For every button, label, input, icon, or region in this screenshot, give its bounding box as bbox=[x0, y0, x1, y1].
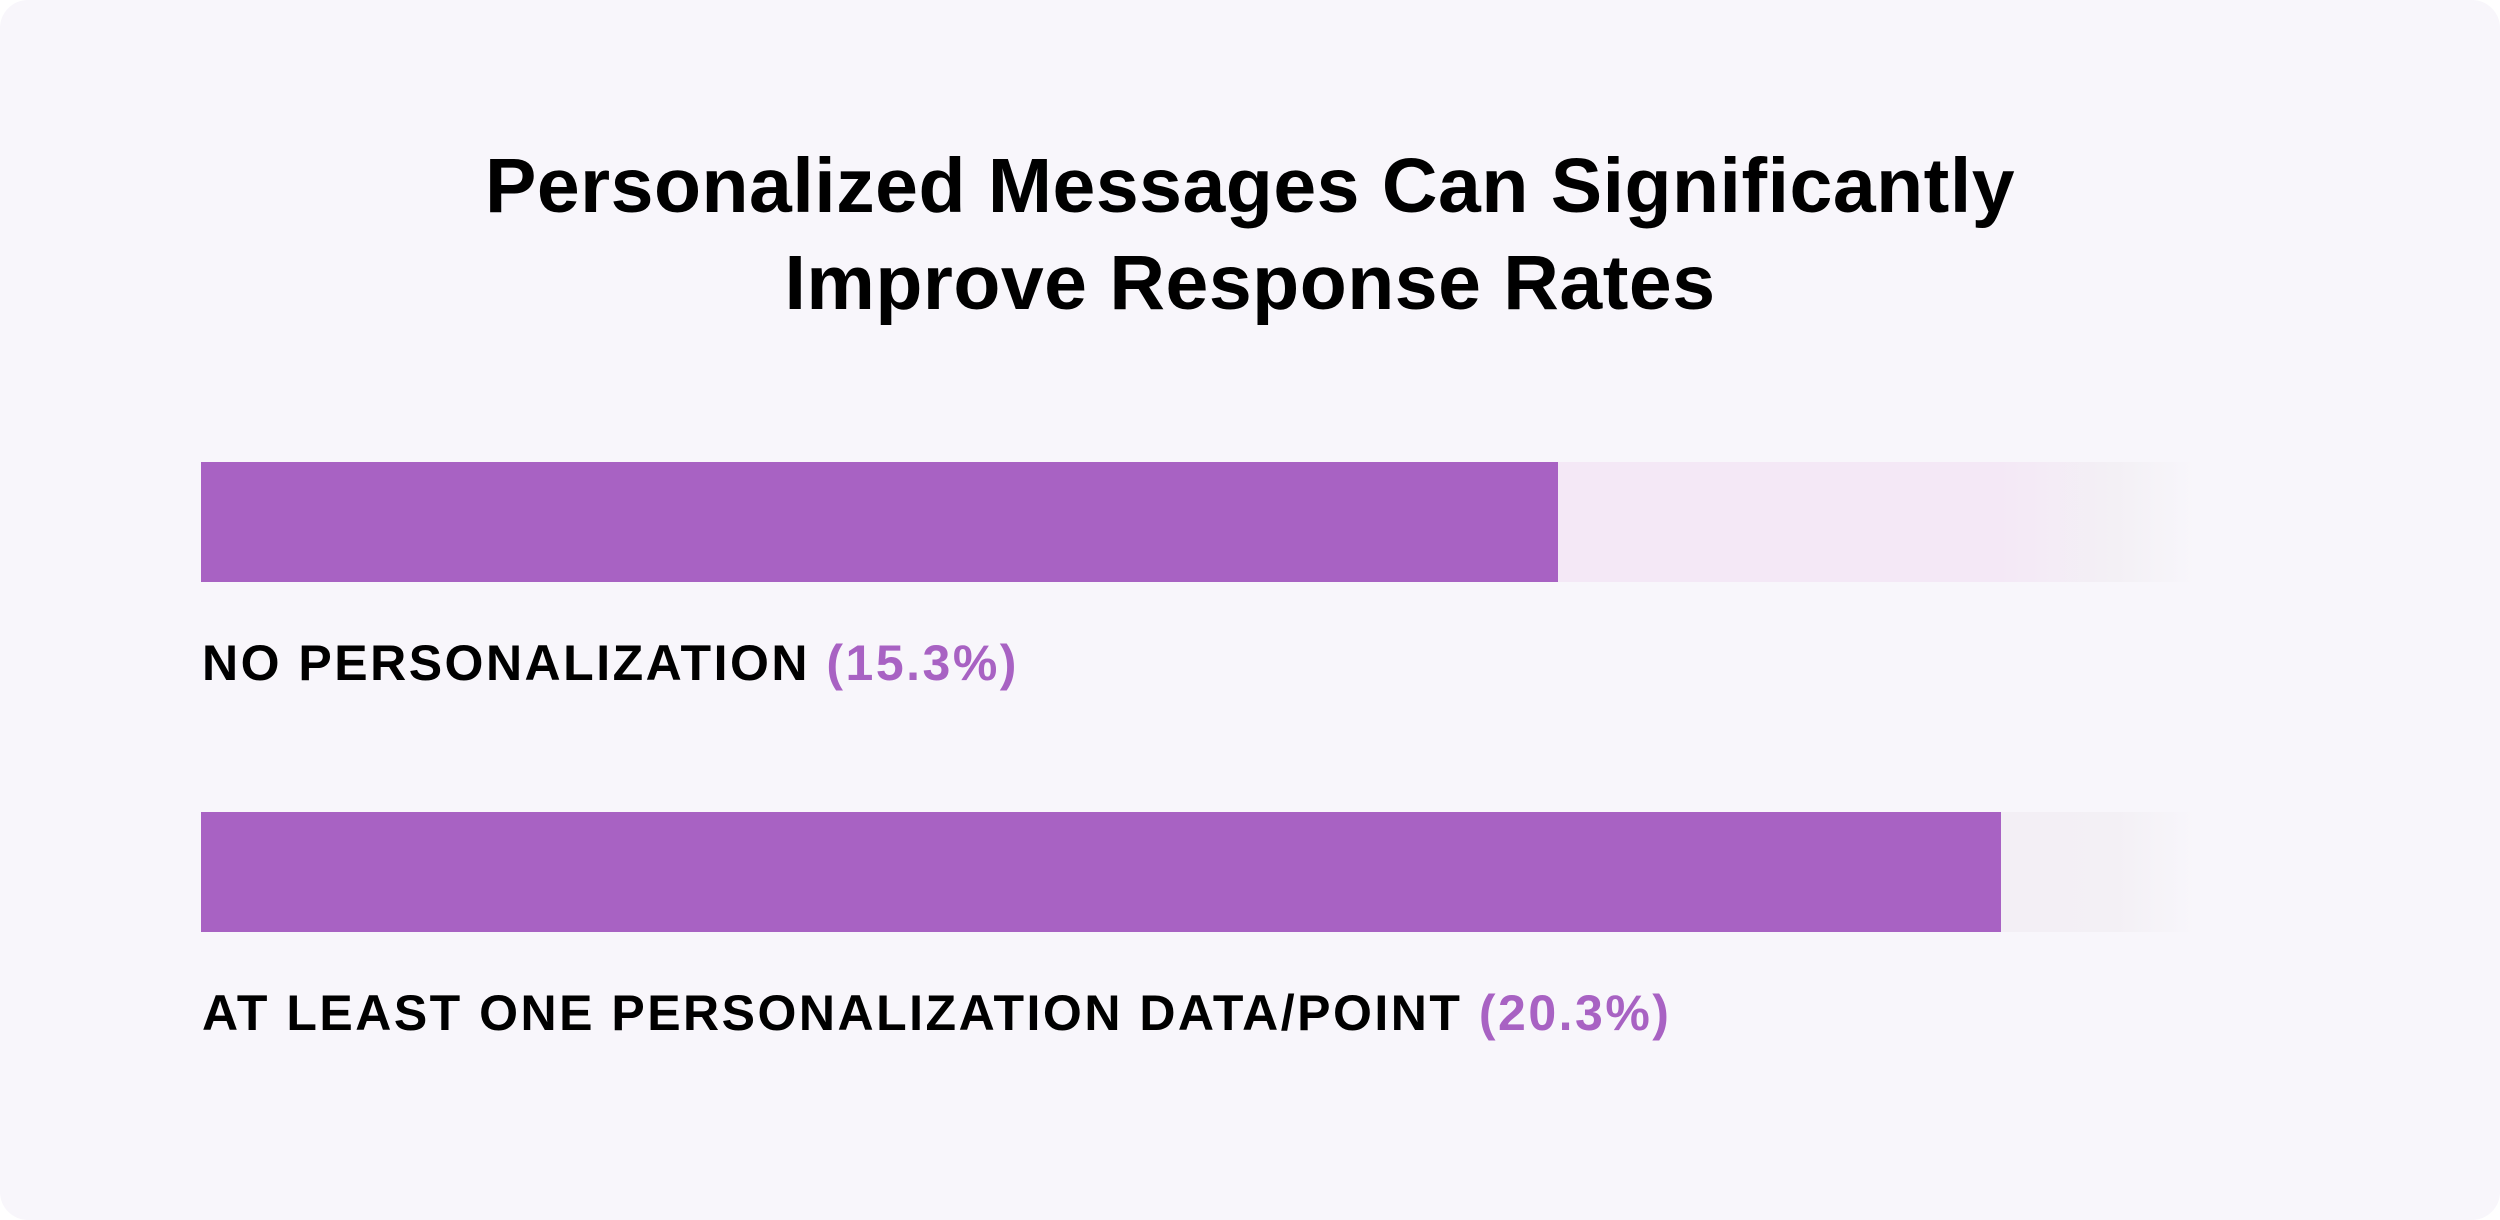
category-label: NO PERSONALIZATION bbox=[202, 635, 810, 691]
bar-track-no-personalization bbox=[201, 462, 2196, 582]
category-label: AT LEAST ONE PERSONALIZATION DATA/POINT bbox=[202, 985, 1463, 1041]
chart-title-line-1: Personalized Messages Can Significantly bbox=[484, 143, 2016, 229]
bar-label-personalized: AT LEAST ONE PERSONALIZATION DATA/POINT … bbox=[202, 984, 1671, 1042]
chart-title-line-2: Improve Response Rates bbox=[784, 240, 1716, 326]
bar-label-no-personalization: NO PERSONALIZATION (15.3%) bbox=[202, 634, 1019, 692]
data-label: (20.3%) bbox=[1478, 985, 1672, 1041]
bar-no-personalization bbox=[201, 462, 1558, 582]
bar-track-personalized bbox=[201, 812, 2196, 932]
bar-personalized bbox=[201, 812, 2001, 932]
data-label: (15.3%) bbox=[826, 635, 1019, 691]
chart-title: Personalized Messages Can Significantly … bbox=[0, 138, 2500, 332]
